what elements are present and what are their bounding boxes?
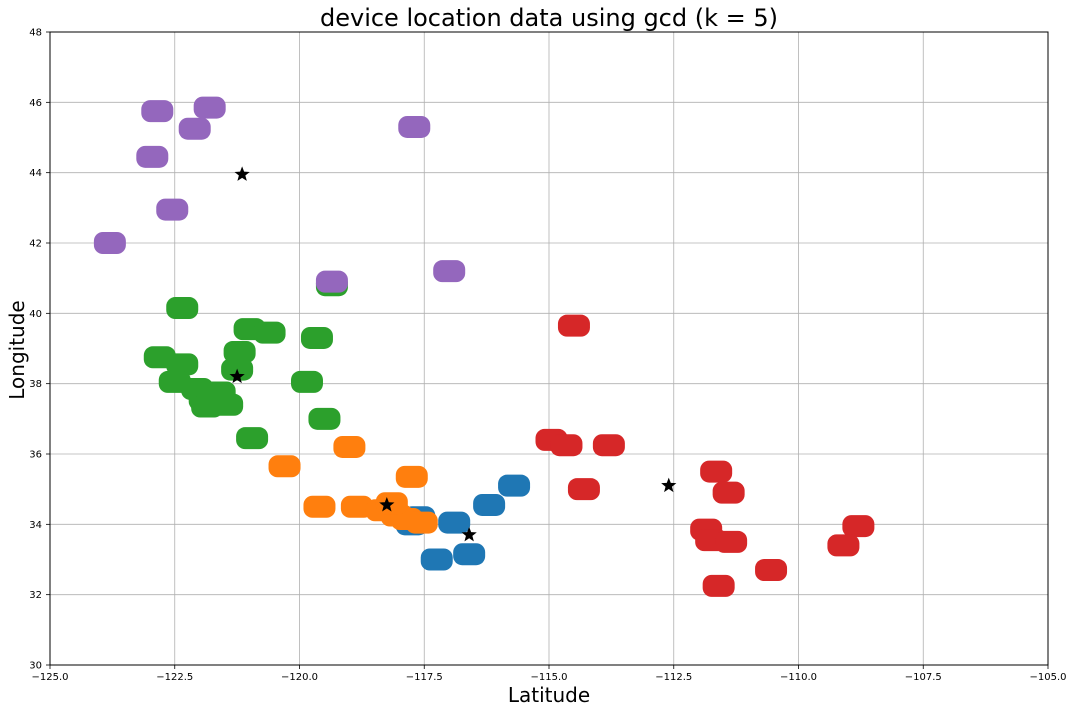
- data-point-cluster: [166, 353, 199, 376]
- x-tick-label: −120.0: [281, 672, 318, 683]
- centroid-markers: [229, 166, 677, 542]
- data-point-cluster: [715, 530, 748, 553]
- data-point-cluster: [473, 493, 506, 516]
- y-axis-label: Longitude: [5, 300, 29, 399]
- data-point-cluster: [141, 100, 174, 123]
- data-point-cluster: [211, 393, 244, 416]
- data-point-cluster: [315, 270, 348, 293]
- data-point-cluster: [253, 321, 286, 344]
- series-1: [268, 435, 438, 534]
- data-point-cluster: [93, 232, 126, 254]
- data-point-cluster: [178, 117, 211, 140]
- data-point-cluster: [395, 465, 428, 488]
- data-point-cluster: [236, 427, 269, 450]
- y-tick-label: 36: [29, 450, 42, 461]
- centroid-star: [379, 496, 395, 512]
- data-point-cluster: [398, 115, 431, 138]
- y-tick-label: 48: [29, 28, 42, 39]
- x-tick-label: −110.0: [780, 672, 817, 683]
- centroid-star: [234, 166, 250, 181]
- y-tick-label: 30: [29, 661, 42, 672]
- data-point-cluster: [453, 543, 486, 566]
- y-tick-label: 34: [29, 520, 42, 531]
- data-point-cluster: [290, 370, 323, 393]
- x-tick-label: −112.5: [655, 672, 692, 683]
- data-point-cluster: [567, 478, 600, 501]
- data-point-cluster: [842, 515, 875, 538]
- data-point-cluster: [438, 511, 471, 534]
- data-point-cluster: [702, 574, 735, 597]
- x-axis-label: Latitude: [508, 683, 590, 707]
- x-tick-label: −117.5: [406, 672, 443, 683]
- data-point-cluster: [827, 534, 860, 557]
- y-tick-label: 38: [29, 379, 42, 390]
- data-point-cluster: [498, 474, 531, 497]
- y-tick-label: 40: [29, 309, 42, 320]
- data-point-cluster: [550, 434, 583, 457]
- x-tick-label: −105.0: [1029, 672, 1066, 683]
- data-point-cluster: [420, 548, 453, 571]
- y-axis-ticks: 30 32 34 36 38 40 42 44 46 48: [29, 28, 50, 672]
- chart-title: device location data using gcd (k = 5): [320, 4, 778, 32]
- data-point-cluster: [755, 559, 788, 582]
- data-point-cluster: [166, 297, 199, 320]
- x-axis-ticks: −125.0 −122.5 −120.0 −117.5 −115.0 −112.5 −110…: [31, 665, 1067, 683]
- y-tick-label: 44: [29, 168, 42, 179]
- x-tick-label: −125.0: [31, 672, 68, 683]
- data-point-cluster: [300, 326, 333, 349]
- y-tick-label: 32: [29, 590, 42, 601]
- centroid-star: [661, 477, 677, 493]
- data-point-cluster: [557, 314, 590, 337]
- data-point-cluster: [136, 145, 169, 168]
- data-point-cluster: [340, 495, 373, 518]
- data-point-cluster: [303, 495, 336, 518]
- centroid-star: [229, 368, 245, 384]
- y-tick-label: 46: [29, 98, 42, 109]
- x-tick-label: −122.5: [156, 672, 193, 683]
- series-3: [535, 314, 875, 597]
- x-tick-label: −107.5: [905, 672, 942, 683]
- data-point-cluster: [156, 198, 189, 221]
- data-point-cluster: [223, 341, 256, 364]
- data-point-cluster: [193, 96, 226, 119]
- data-point-cluster: [405, 511, 438, 534]
- data-point-cluster: [433, 260, 466, 283]
- centroid-star: [461, 526, 477, 542]
- grid-lines: [49, 31, 1049, 666]
- data-point-cluster: [333, 435, 366, 458]
- x-tick-label: −115.0: [530, 672, 567, 683]
- data-points: [93, 96, 875, 597]
- data-point-cluster: [308, 407, 341, 430]
- data-point-cluster: [592, 434, 625, 457]
- data-point-cluster: [700, 460, 733, 483]
- data-point-cluster: [268, 455, 301, 478]
- y-tick-label: 42: [29, 239, 42, 250]
- data-point-cluster: [712, 481, 745, 504]
- series-4: [93, 96, 466, 293]
